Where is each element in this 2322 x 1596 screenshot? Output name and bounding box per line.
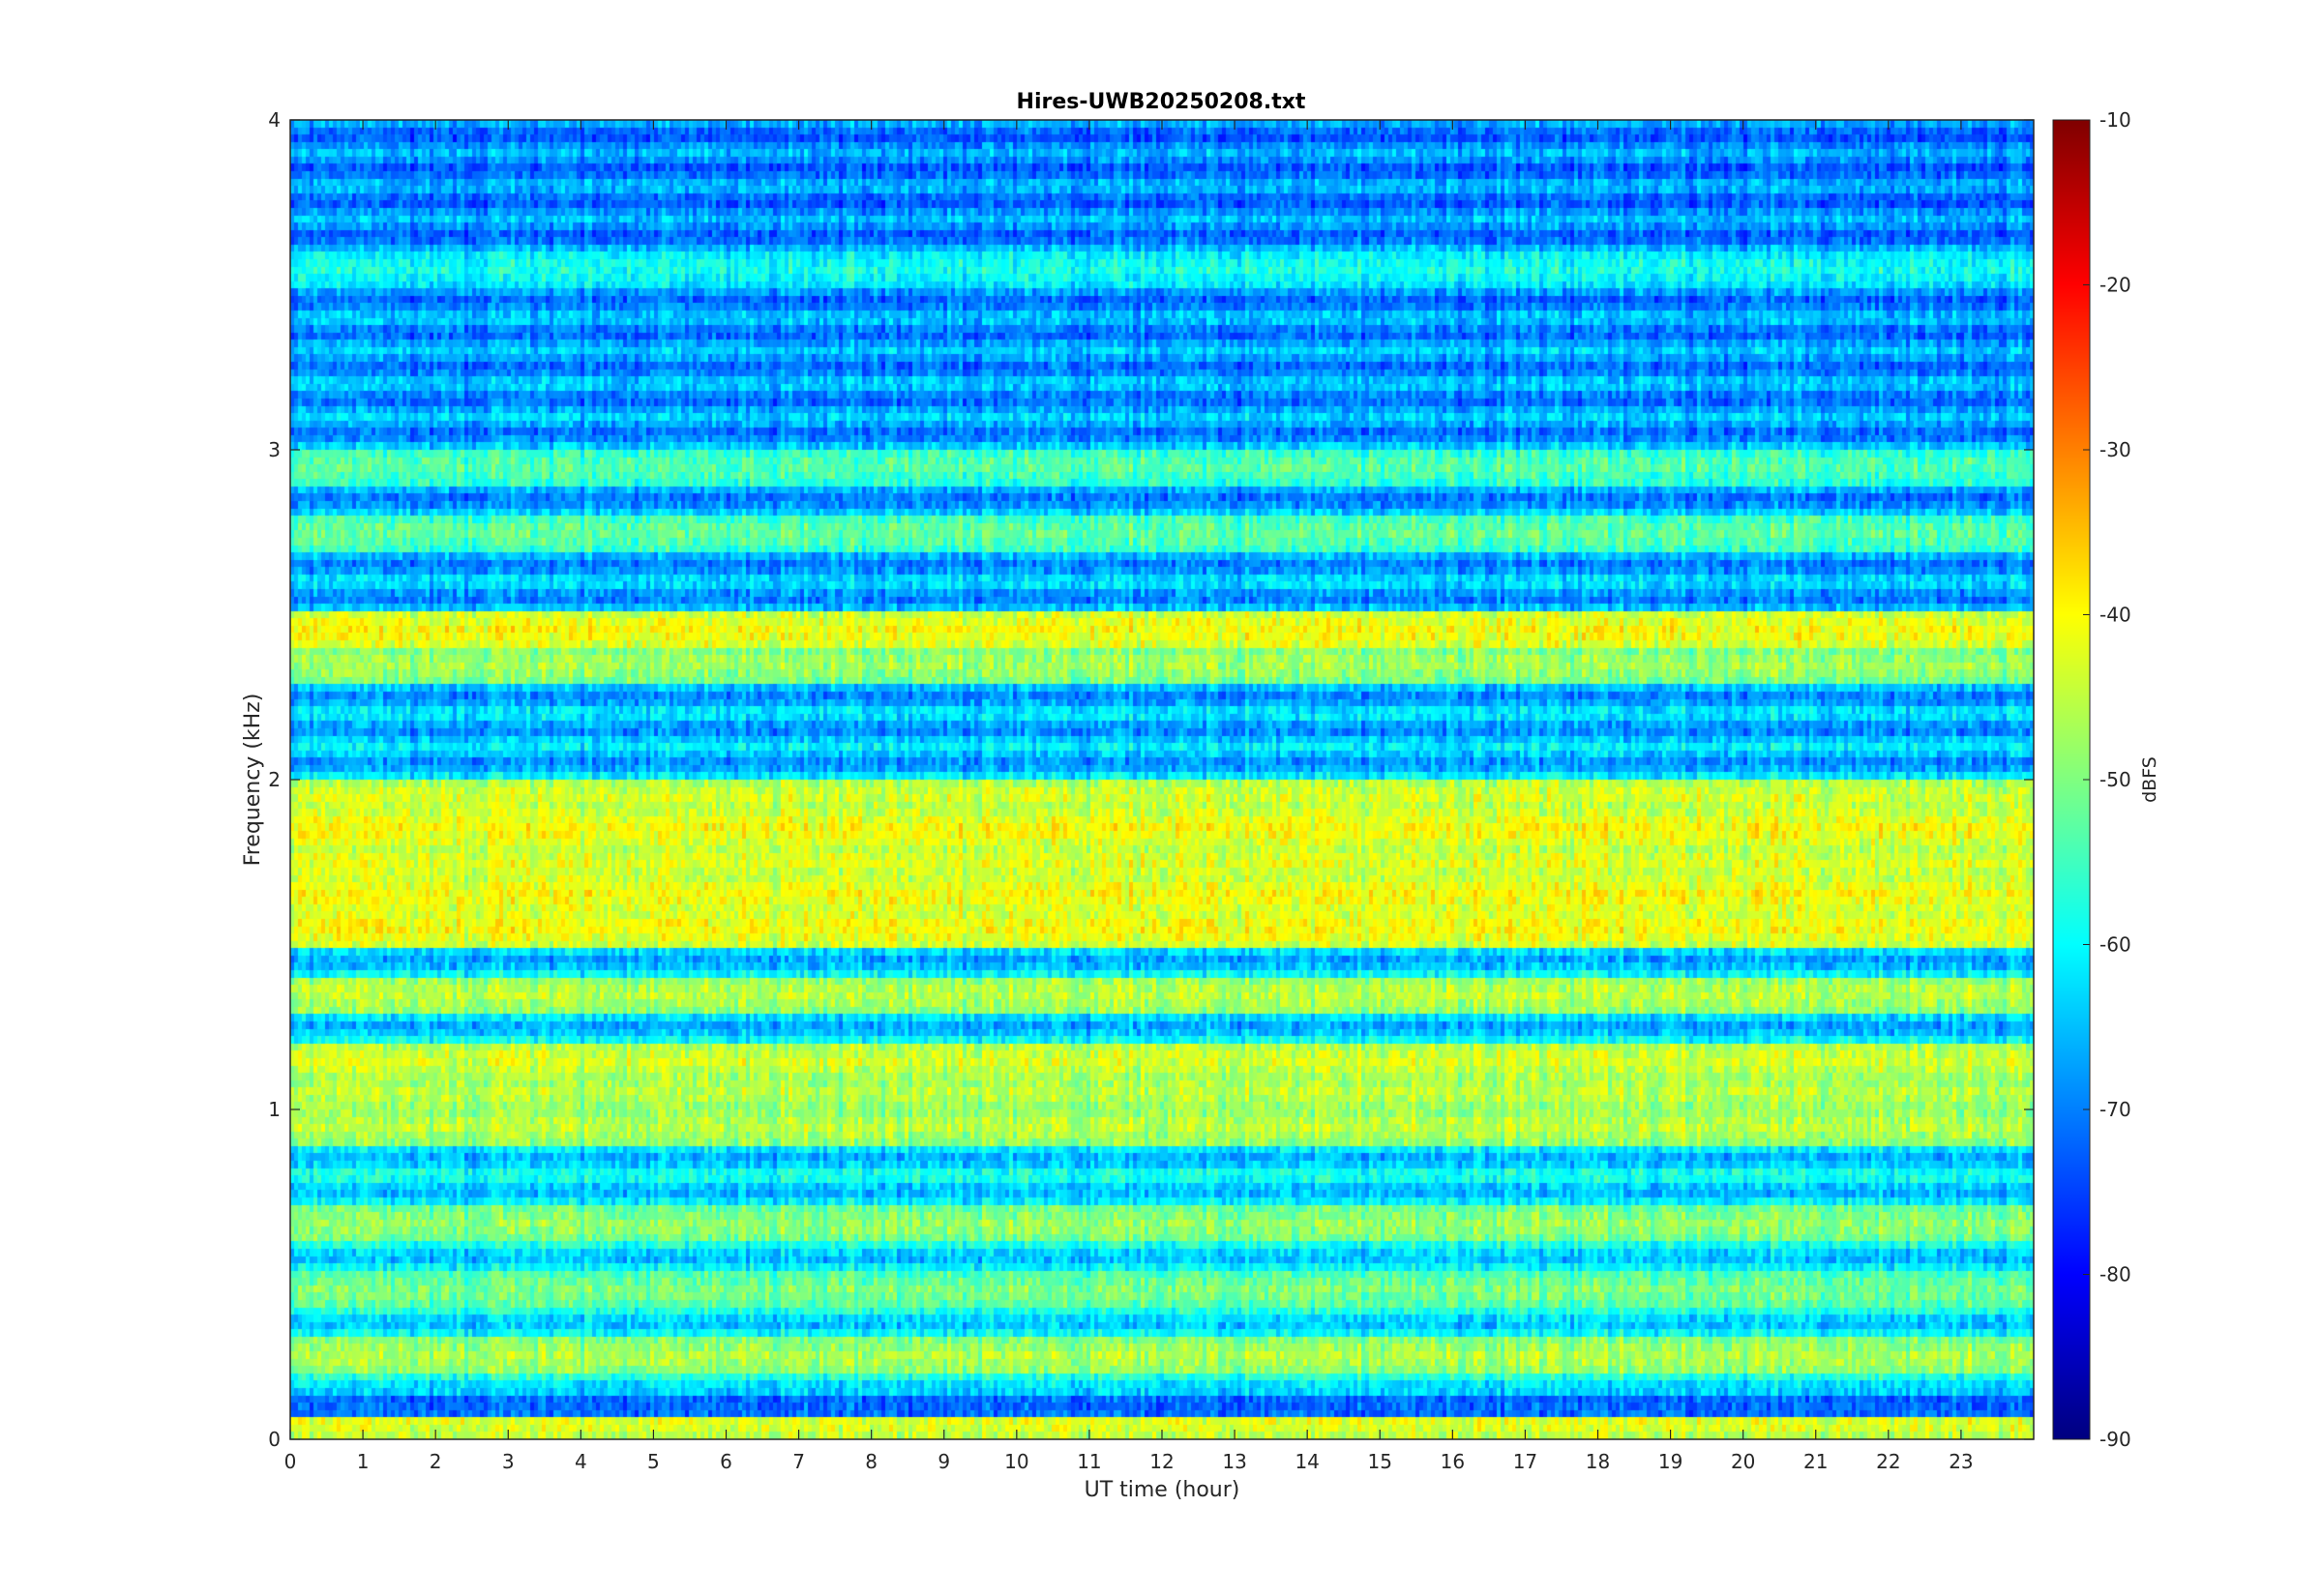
x-tick-label: 10 [1004,1450,1028,1473]
plot-area [289,119,2035,1440]
x-tick-label: 2 [430,1450,442,1473]
x-tick-label: 22 [1876,1450,1900,1473]
spectrogram-heatmap [290,120,2034,1439]
colorbar-tick-label: -20 [2099,274,2131,297]
x-tick-label: 18 [1586,1450,1610,1473]
x-tick-label: 23 [1949,1450,1973,1473]
colorbar-ticks: -10 -20 -30 -40 -50 -60 -70 -80 -90 [2083,108,2131,1451]
x-tick-label: 3 [502,1450,515,1473]
y-tick-label: 3 [268,438,281,461]
x-tick-label: 4 [575,1450,587,1473]
x-tick-label: 19 [1658,1450,1682,1473]
y-tick-label: 4 [268,108,281,132]
x-tick-label: 8 [865,1450,878,1473]
y-axis: 0 1 2 3 4 [268,108,2034,1451]
colorbar: -10 -20 -30 -40 -50 -60 -70 -80 -90 dBFS [2052,108,2160,1451]
chart-title: Hires-UWB20250208.txt [1017,90,1306,114]
x-axis-label: UT time (hour) [1085,1478,1240,1502]
x-tick-label: 21 [1803,1450,1828,1473]
y-tick-label: 0 [268,1428,281,1451]
colorbar-tick-label: -70 [2099,1098,2131,1121]
x-tick-label: 12 [1149,1450,1174,1473]
x-tick-label: 15 [1368,1450,1392,1473]
y-tick-label: 2 [268,768,281,791]
colorbar-tick-label: -50 [2099,768,2131,791]
x-tick-label: 17 [1513,1450,1537,1473]
x-tick-label: 14 [1295,1450,1319,1473]
x-tick-label: 6 [720,1450,732,1473]
y-axis-label: Frequency (kHz) [241,694,265,867]
colorbar-tick-label: -10 [2099,108,2131,132]
x-tick-label: 1 [357,1450,370,1473]
colorbar-tick-label: -40 [2099,604,2131,627]
colorbar-label: dBFS [2139,756,2160,803]
x-tick-label: 20 [1731,1450,1755,1473]
colorbar-tick-label: -80 [2099,1263,2131,1286]
colorbar-tick-label: -90 [2099,1428,2131,1451]
x-tick-label: 5 [647,1450,660,1473]
x-tick-label: 7 [792,1450,805,1473]
x-tick-label: 11 [1077,1450,1101,1473]
x-tick-label: 16 [1441,1450,1465,1473]
x-axis: 0 1 2 3 4 5 6 7 8 9 10 11 12 13 14 15 16 17 18 19 20 21 22 23 [284,120,1974,1473]
x-tick-label: 0 [284,1450,297,1473]
colorbar-tick-label: -60 [2099,933,2131,957]
y-tick-label: 1 [268,1098,281,1121]
x-tick-label: 9 [938,1450,950,1473]
x-tick-label: 13 [1222,1450,1246,1473]
colorbar-tick-label: -30 [2099,438,2131,461]
